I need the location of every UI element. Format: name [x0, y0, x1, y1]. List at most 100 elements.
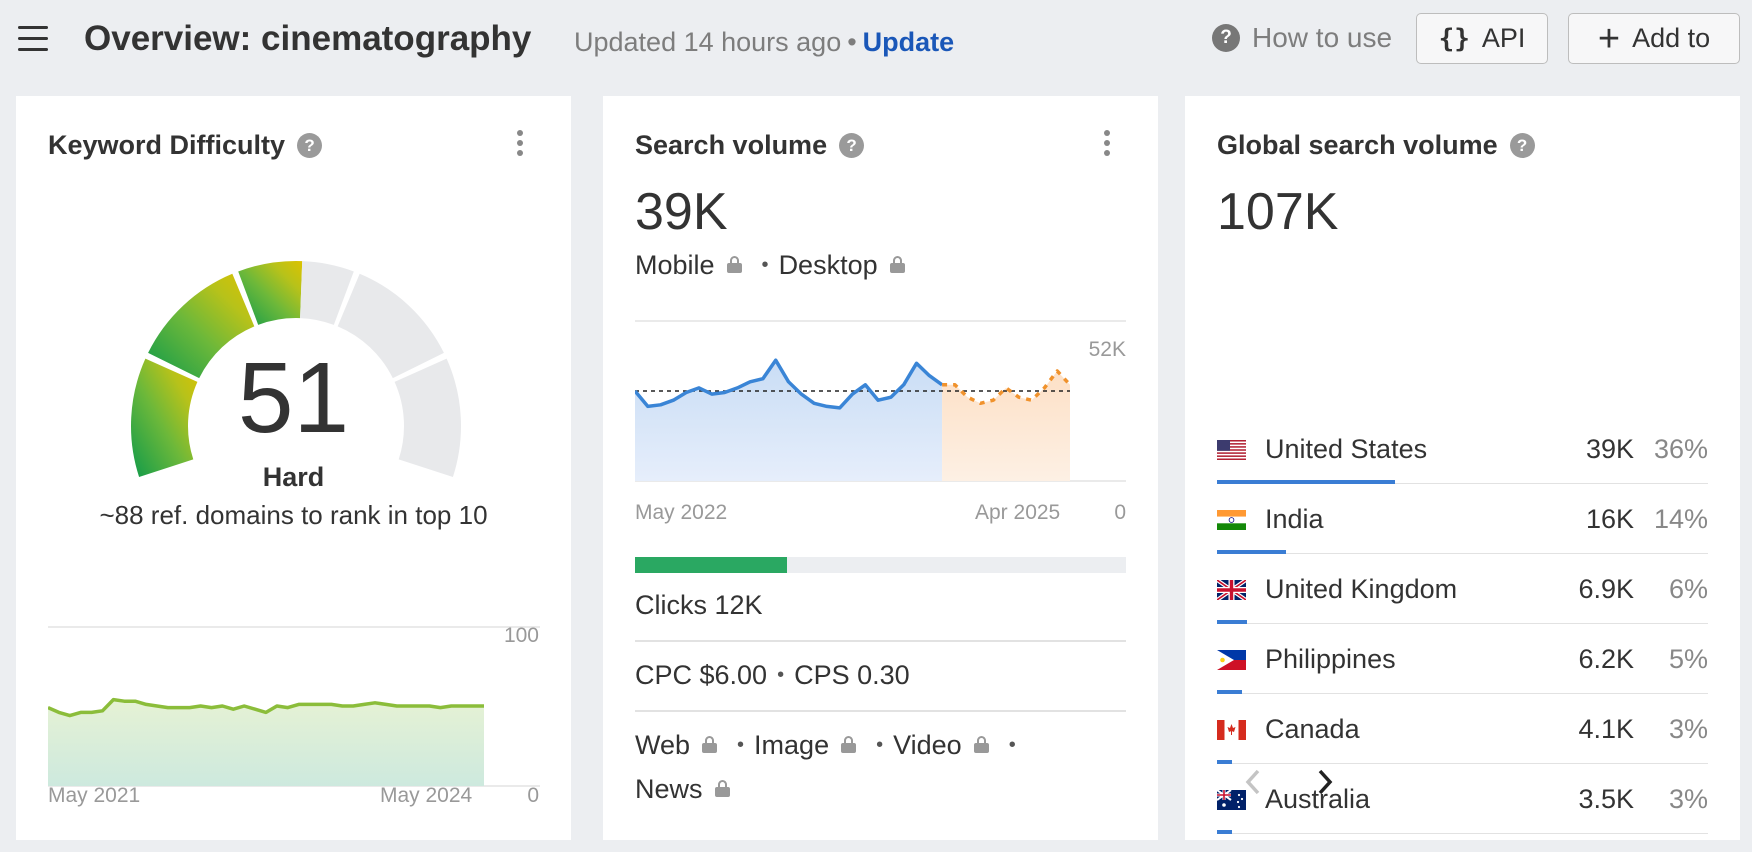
ph-flag-icon: [1217, 650, 1246, 670]
country-row[interactable]: Philippines 6.2K 5%: [1217, 624, 1708, 694]
serp-type-news: News: [635, 774, 703, 804]
kd-y-min-label: 0: [527, 784, 539, 807]
how-to-use-label: How to use: [1252, 22, 1393, 53]
sv-title: Search volume: [635, 130, 828, 160]
forecast-area: [942, 371, 1070, 481]
lock-icon[interactable]: [702, 736, 718, 753]
lock-icon[interactable]: [973, 736, 989, 753]
more-options-icon[interactable]: [510, 130, 530, 160]
help-icon: ?: [1212, 24, 1240, 52]
prev-page-button[interactable]: [1241, 766, 1265, 798]
country-percent: 36%: [1653, 434, 1708, 464]
help-icon[interactable]: ?: [1509, 133, 1535, 158]
country-share-bar: [1217, 760, 1232, 764]
kd-title: Keyword Difficulty: [48, 130, 286, 160]
country-name: India: [1265, 504, 1324, 534]
country-row[interactable]: Canada 4.1K 3%: [1217, 694, 1708, 764]
serp-type-image: Image: [754, 730, 830, 760]
country-volume: 4.1K: [1578, 714, 1634, 744]
forecast-line: [942, 369, 1072, 406]
clicks-bar: [635, 557, 1126, 573]
search-volume-value: 39K: [635, 183, 728, 241]
country-row[interactable]: Australia 3.5K 3%: [1217, 764, 1708, 834]
update-status: Updated 14 hours ago • Update: [574, 27, 955, 57]
gb-flag-icon: [1217, 580, 1246, 600]
keyword-difficulty-card: Keyword Difficulty ? 51 Hard ~88 ref. do…: [16, 96, 571, 840]
country-row[interactable]: India 16K 14%: [1217, 484, 1708, 554]
api-button[interactable]: {} API: [1416, 13, 1548, 64]
cpc-cps-row: CPC $6.00 • CPS 0.30: [635, 660, 910, 690]
update-link[interactable]: Update: [862, 27, 955, 57]
serp-types-row: Web • Image • Video •: [635, 730, 1016, 760]
lock-icon[interactable]: [841, 736, 857, 753]
country-volume: 6.9K: [1578, 574, 1634, 604]
top-bar: Overview: cinematography Updated 14 hour…: [0, 0, 1752, 85]
country-percent: 3%: [1668, 714, 1708, 744]
kd-x-start-label: May 2021: [48, 784, 141, 807]
serp-type-web: Web: [635, 730, 691, 760]
history-line: [635, 358, 944, 410]
sv-x-start-label: May 2022: [635, 501, 728, 524]
add-to-button[interactable]: + Add to: [1568, 13, 1740, 64]
card-title: Keyword Difficulty ?: [48, 130, 323, 161]
mobile-label: Mobile: [635, 250, 715, 280]
braces-icon: {}: [1438, 23, 1470, 54]
difficulty-gauge: [131, 261, 461, 477]
menu-icon[interactable]: [18, 26, 48, 52]
country-name: Philippines: [1265, 644, 1396, 674]
country-volume: 3.5K: [1578, 784, 1634, 814]
help-icon[interactable]: ?: [839, 133, 865, 158]
history-area: [635, 360, 943, 481]
row-divider: [1217, 622, 1708, 624]
country-percent: 5%: [1668, 644, 1708, 674]
help-icon[interactable]: ?: [297, 133, 323, 158]
country-name: Canada: [1265, 714, 1360, 744]
country-name: United Kingdom: [1265, 574, 1458, 604]
ref-domains-text: ~88 ref. domains to rank in top 10: [99, 500, 488, 530]
clicks-text: Clicks 12K: [635, 590, 763, 620]
search-volume-card: Search volume ? 39K Mobile • Desktop 52K: [603, 96, 1158, 840]
serp-type-video: Video: [893, 730, 962, 760]
kd-x-end-label: May 2024: [380, 784, 473, 807]
sv-y-min-label: 0: [1114, 501, 1126, 524]
country-row[interactable]: United States 39K 36%: [1217, 414, 1708, 484]
country-percent: 3%: [1668, 784, 1708, 814]
country-volume: 6.2K: [1578, 644, 1634, 674]
sv-x-end-label: Apr 2025: [975, 501, 1061, 524]
cpc-value: CPC $6.00: [635, 660, 768, 690]
in-flag-icon: [1217, 510, 1246, 530]
row-divider: [1217, 482, 1708, 484]
more-options-icon[interactable]: [1097, 130, 1117, 160]
gauge-segment: [337, 273, 444, 379]
search-volume-chart: [635, 320, 1126, 482]
desktop-label: Desktop: [778, 250, 878, 280]
global-volume-value: 107K: [1217, 183, 1339, 241]
country-share-bar: [1217, 620, 1247, 624]
gauge-segment: [148, 273, 255, 379]
plus-icon: +: [1597, 17, 1621, 60]
country-name: United States: [1265, 434, 1428, 464]
lock-icon[interactable]: [726, 256, 742, 273]
lock-icon[interactable]: [889, 256, 905, 273]
country-name: Australia: [1265, 784, 1371, 814]
how-to-use-link[interactable]: ? How to use: [1212, 22, 1392, 54]
country-row[interactable]: United Kingdom 6.9K 6%: [1217, 554, 1708, 624]
add-to-label: Add to: [1632, 23, 1711, 53]
country-volume: 16K: [1585, 504, 1634, 534]
country-percent: 14%: [1653, 504, 1708, 534]
kd-area: [48, 699, 484, 786]
cps-value: CPS 0.30: [794, 660, 910, 690]
row-divider: [1217, 692, 1708, 694]
row-divider: [1217, 552, 1708, 554]
country-share-bar: [1217, 690, 1242, 694]
country-share-bar: [1217, 550, 1287, 554]
next-page-button[interactable]: [1313, 766, 1337, 798]
chevron-left-icon: [1245, 769, 1260, 795]
device-split: Mobile • Desktop: [635, 250, 915, 281]
us-flag-icon: [1217, 440, 1246, 460]
au-flag-icon: [1217, 790, 1246, 810]
lock-icon[interactable]: [714, 780, 730, 797]
chevron-right-icon: [1318, 769, 1333, 795]
country-volume: 39K: [1585, 434, 1634, 464]
card-title: Search volume ?: [635, 130, 865, 161]
